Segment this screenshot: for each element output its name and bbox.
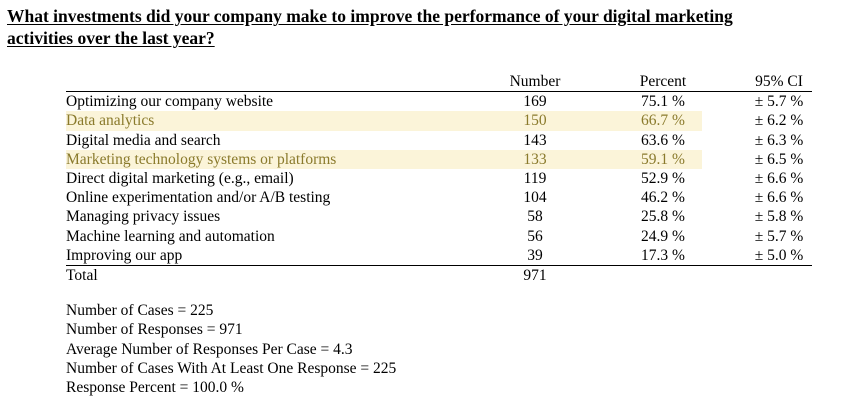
table-row: Optimizing our company website 169 75.1 % ±…: [66, 92, 812, 111]
row-label: Managing privacy issues: [66, 208, 221, 226]
table-row: Online experimentation and/or A/B testin…: [66, 188, 812, 207]
table-row: Improving our app 39 17.3 % ± 5.0 %: [66, 246, 812, 266]
row-percent: 52.9 %: [641, 169, 685, 187]
row-number: 150: [523, 112, 547, 130]
row-percent: 25.8 %: [641, 208, 685, 226]
summary-cases: Number of Cases = 225: [66, 302, 214, 319]
table-row: Machine learning and automation 56 24.9 % ±…: [66, 227, 812, 246]
summary-at-least-one: Number of Cases With At Least One Respon…: [66, 359, 397, 377]
column-header-ci: 95% CI: [755, 73, 803, 90]
table-row: Marketing technology systems or platform…: [66, 149, 812, 169]
row-percent: 24.9 %: [641, 227, 685, 245]
row-ci: ± 6.6 %: [754, 169, 804, 187]
row-number: 56: [527, 227, 543, 245]
row-percent: 63.6 %: [641, 131, 685, 149]
row-label: Machine learning and automation: [66, 227, 275, 245]
table-row: Data analytics 150 66.7 % ± 6.2 %: [66, 111, 812, 131]
summary-response-percent: Response Percent = 100.0 %: [66, 379, 244, 397]
row-number: 58: [527, 208, 543, 226]
row-label: Online experimentation and/or A/B testin…: [66, 189, 331, 207]
row-label: Marketing technology systems or platform…: [66, 150, 337, 168]
row-percent: 17.3 %: [641, 246, 685, 264]
row-ci: ± 5.7 %: [754, 227, 804, 245]
title-line-1: What investments did your company make t…: [7, 6, 733, 26]
column-header-percent: Percent: [639, 73, 687, 90]
page-title: What investments did your company make t…: [7, 5, 853, 49]
row-ci: ± 6.3 %: [754, 131, 804, 149]
row-ci: ± 5.7 %: [754, 93, 804, 111]
row-number: 133: [523, 150, 547, 168]
row-number: 169: [523, 93, 547, 111]
summary-responses: Number of Responses = 971: [66, 321, 243, 339]
row-ci: ± 5.0 %: [754, 246, 804, 264]
row-ci: ± 6.6 %: [754, 189, 804, 207]
row-highlight-band: [66, 111, 702, 131]
row-highlight-band: [66, 149, 702, 169]
row-label: Direct digital marketing (e.g., email): [66, 169, 294, 187]
summary-average: Average Number of Responses Per Case = 4…: [66, 340, 353, 358]
row-number: 104: [523, 189, 547, 207]
summary-stats: Number of Cases = 225 Number of Response…: [66, 301, 396, 397]
row-percent: 59.1 %: [641, 150, 685, 168]
results-table: Number Percent 95% CI Optimizing our com…: [66, 72, 812, 285]
total-label: Total: [66, 266, 98, 284]
row-number: 39: [527, 246, 543, 264]
total-number: 971: [523, 266, 547, 284]
row-label: Data analytics: [66, 112, 155, 130]
table-header-row: Number Percent 95% CI: [66, 72, 812, 93]
row-label: Optimizing our company website: [66, 93, 274, 111]
row-percent: 66.7 %: [641, 112, 685, 130]
table-total-row: Total 971: [66, 266, 812, 285]
title-line-2: activities over the last year?: [7, 28, 215, 48]
row-percent: 46.2 %: [641, 189, 685, 207]
table-body: Optimizing our company website 169 75.1 % ±…: [66, 92, 812, 266]
row-number: 143: [523, 131, 547, 149]
row-label: Improving our app: [66, 246, 183, 264]
row-label: Digital media and search: [66, 131, 221, 149]
row-percent: 75.1 %: [641, 93, 685, 111]
row-ci: ± 6.5 %: [754, 150, 804, 168]
table-row: Direct digital marketing (e.g., email) 11…: [66, 169, 812, 188]
row-ci: ± 5.8 %: [754, 208, 804, 226]
row-number: 119: [523, 169, 547, 187]
table-row: Digital media and search 143 63.6 % ± 6.3 %: [66, 131, 812, 150]
table-row: Managing privacy issues 58 25.8 % ± 5.8 %: [66, 207, 812, 226]
row-ci: ± 6.2 %: [754, 112, 804, 130]
column-header-number: Number: [509, 73, 561, 90]
